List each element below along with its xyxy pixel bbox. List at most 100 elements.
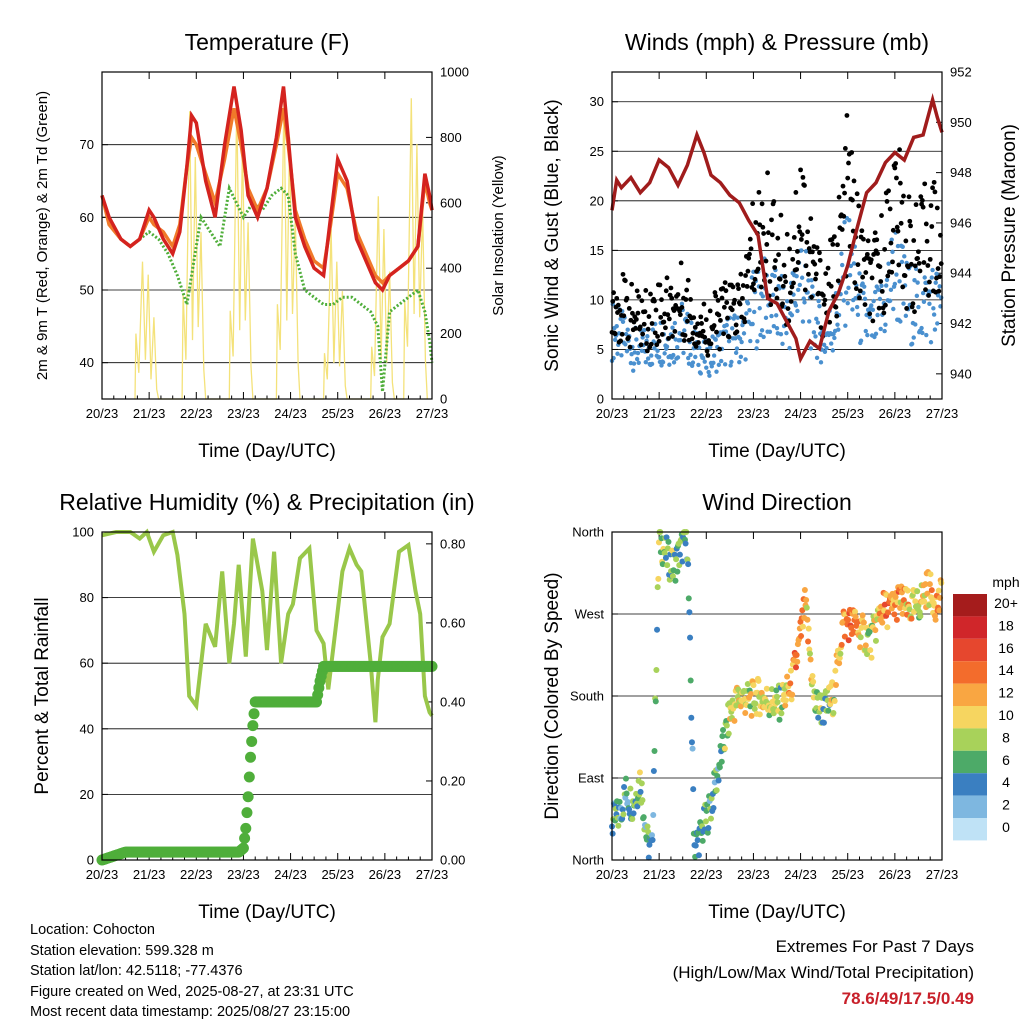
gust-point bbox=[842, 190, 847, 196]
wind-point bbox=[901, 301, 906, 306]
wind-point bbox=[811, 330, 817, 335]
gust-point bbox=[681, 338, 687, 343]
direction-point bbox=[682, 540, 689, 547]
direction-point bbox=[688, 739, 695, 746]
gust-point bbox=[691, 315, 697, 321]
direction-point bbox=[893, 616, 900, 623]
wind-point bbox=[800, 319, 806, 324]
direction-point bbox=[731, 717, 738, 724]
gust-point bbox=[930, 185, 935, 191]
wind-point bbox=[649, 353, 654, 358]
direction-point bbox=[879, 619, 886, 626]
wind-point bbox=[767, 329, 773, 335]
wind-point bbox=[931, 306, 936, 311]
precip-points bbox=[96, 660, 438, 866]
gust-point bbox=[879, 288, 885, 294]
gust-point bbox=[901, 193, 906, 199]
wind-point bbox=[649, 361, 655, 367]
wind-point bbox=[656, 355, 662, 360]
gust-point bbox=[817, 250, 822, 256]
gust-point bbox=[761, 231, 767, 236]
wind-point bbox=[932, 327, 938, 332]
direction-point bbox=[864, 651, 871, 658]
gust-point bbox=[702, 334, 708, 340]
gust-point bbox=[641, 321, 647, 327]
gust-point bbox=[738, 271, 744, 277]
x-tick-label: 24/23 bbox=[784, 406, 817, 421]
direction-point bbox=[689, 745, 696, 752]
direction-point bbox=[836, 660, 843, 667]
gust-point bbox=[682, 332, 688, 338]
x-tick-label: 24/23 bbox=[274, 867, 307, 882]
direction-point bbox=[720, 726, 727, 733]
legend-swatch bbox=[953, 728, 987, 751]
temp-2m-line bbox=[100, 86, 434, 294]
gust-point bbox=[719, 295, 725, 301]
x-tick-label: 22/23 bbox=[690, 867, 723, 882]
gust-point bbox=[634, 288, 640, 294]
gust-point bbox=[872, 230, 878, 236]
direction-point bbox=[776, 716, 783, 723]
gust-point bbox=[748, 246, 754, 252]
wind-point bbox=[774, 313, 779, 318]
wind-point bbox=[732, 313, 737, 318]
gust-point bbox=[745, 268, 751, 274]
direction-point bbox=[654, 626, 661, 633]
y-tick-label: 10 bbox=[590, 292, 604, 307]
direction-point bbox=[924, 590, 931, 597]
direction-point bbox=[936, 607, 943, 614]
gust-point bbox=[780, 283, 786, 289]
wind-point bbox=[799, 248, 804, 253]
gust-point bbox=[790, 256, 796, 262]
wind-point bbox=[686, 355, 691, 361]
direction-point bbox=[793, 652, 800, 659]
gust-point bbox=[791, 280, 796, 286]
gust-point bbox=[900, 284, 906, 290]
gust-point bbox=[765, 170, 770, 176]
gust-point bbox=[730, 284, 736, 290]
gust-point bbox=[903, 238, 909, 244]
wind-point bbox=[634, 337, 639, 342]
gust-point bbox=[784, 231, 790, 237]
x-tick-label: 26/23 bbox=[879, 406, 912, 421]
direction-point bbox=[857, 634, 864, 641]
gust-point bbox=[659, 332, 665, 337]
wind-point bbox=[652, 346, 657, 351]
direction-point bbox=[897, 604, 904, 611]
gust-point bbox=[814, 245, 820, 250]
wind-point bbox=[660, 359, 666, 365]
gust-point bbox=[734, 329, 740, 335]
precip-point bbox=[237, 842, 249, 854]
gust-point bbox=[889, 269, 895, 275]
direction-point bbox=[805, 638, 812, 645]
y2-tick-label: 942 bbox=[950, 316, 972, 331]
direction-point bbox=[679, 558, 686, 565]
gust-point bbox=[764, 242, 770, 247]
wind-point bbox=[919, 325, 924, 331]
wind-point bbox=[664, 344, 670, 349]
direction-point bbox=[784, 673, 791, 680]
gust-point bbox=[925, 263, 931, 268]
gust-point bbox=[612, 331, 618, 337]
gust-point bbox=[938, 261, 944, 267]
direction-point bbox=[891, 611, 898, 618]
x-axis-label: Time (Day/UTC) bbox=[198, 902, 336, 923]
legend-label: 16 bbox=[998, 640, 1014, 656]
gust-point bbox=[704, 348, 710, 354]
gust-point bbox=[663, 325, 668, 331]
wind-point bbox=[686, 361, 692, 366]
direction-point bbox=[655, 575, 662, 582]
gust-point bbox=[823, 271, 829, 277]
gust-point bbox=[835, 242, 840, 248]
gust-point bbox=[685, 318, 690, 324]
gust-point bbox=[935, 266, 941, 271]
direction-point bbox=[629, 815, 636, 822]
gust-point bbox=[653, 307, 659, 313]
y2-tick-label: 944 bbox=[950, 266, 972, 281]
gust-point bbox=[896, 262, 902, 268]
wind-point bbox=[623, 342, 628, 347]
y-tick-label: South bbox=[570, 689, 604, 704]
wind-point bbox=[635, 350, 641, 356]
gust-point bbox=[733, 322, 739, 328]
wind-point bbox=[675, 355, 681, 360]
